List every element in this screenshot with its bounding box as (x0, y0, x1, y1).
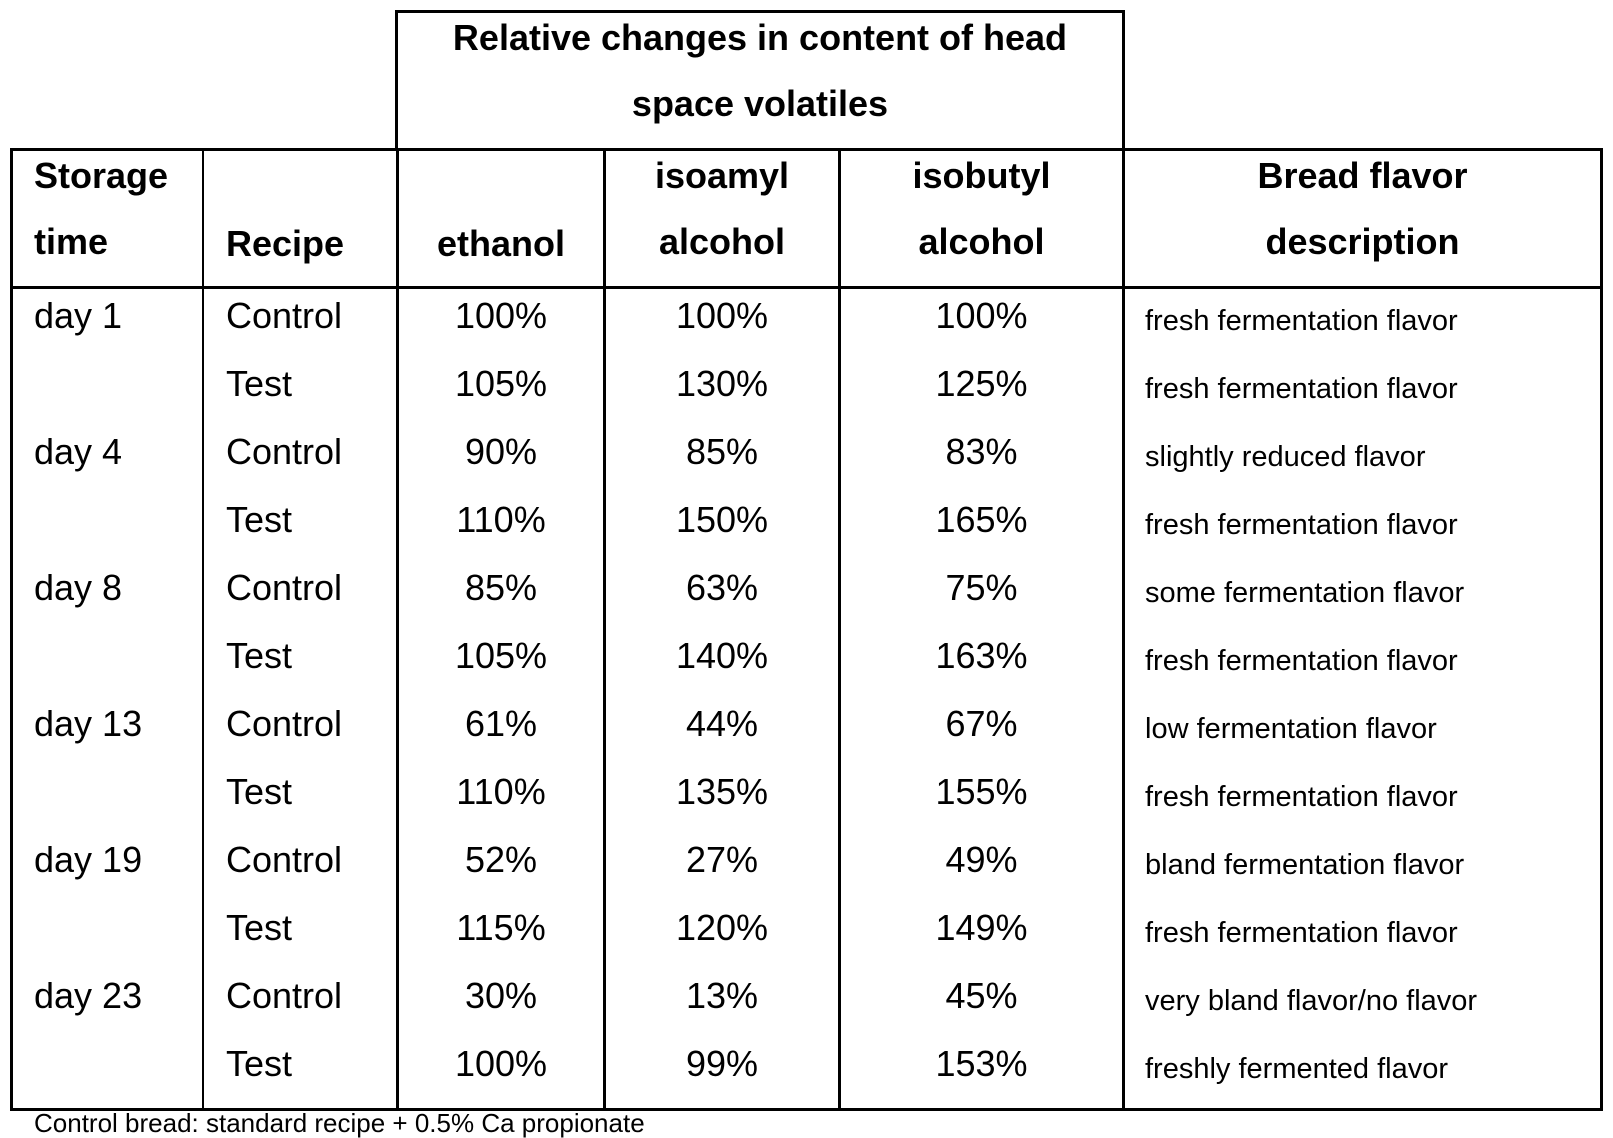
cell-isobutyl: 67% (945, 703, 1018, 744)
header-storage-time-line2: time (34, 221, 109, 262)
cell-storage-time: day 8 (34, 567, 123, 608)
header-isobutyl-line2: alcohol (918, 221, 1045, 262)
cell-isobutyl: 100% (935, 295, 1028, 336)
cell-recipe: Test (226, 771, 293, 812)
header-isobutyl-line1: isobutyl (912, 155, 1051, 196)
cell-isoamyl: 150% (675, 499, 769, 540)
cell-isobutyl: 149% (935, 907, 1028, 948)
cell-recipe: Test (226, 1043, 293, 1084)
cell-ethanol: 115% (456, 907, 546, 948)
cell-storage-time: day 13 (34, 703, 143, 744)
group-header-right-border (1122, 10, 1125, 150)
cell-recipe: Test (226, 635, 293, 676)
cell-isobutyl: 83% (945, 431, 1018, 472)
cell-recipe: Control (226, 295, 343, 336)
cell-isoamyl: 63% (685, 567, 759, 608)
header-flavor-line1: Bread flavor (1257, 155, 1468, 196)
table-left-border (10, 148, 13, 1111)
cell-isoamyl: 13% (685, 975, 759, 1016)
col-sep-1 (202, 148, 204, 1111)
cell-isoamyl: 99% (685, 1043, 759, 1084)
cell-recipe: Control (226, 431, 343, 472)
cell-ethanol: 61% (464, 703, 538, 744)
cell-flavor: fresh fermentation flavor (1145, 645, 1458, 677)
cell-flavor: freshly fermented flavor (1145, 1053, 1449, 1085)
group-header-top-border (395, 10, 1125, 13)
table-header-bottom-border (10, 286, 1603, 289)
cell-storage-time: day 23 (34, 975, 143, 1016)
cell-isobutyl: 163% (935, 635, 1028, 676)
cell-ethanol: 110% (456, 771, 546, 812)
cell-ethanol: 85% (464, 567, 538, 608)
group-header-line2: space volatiles (631, 83, 889, 124)
table-top-border (10, 148, 1603, 151)
cell-isobutyl: 155% (935, 771, 1028, 812)
cell-recipe: Test (226, 907, 293, 948)
cell-isobutyl: 49% (945, 839, 1018, 880)
cell-isobutyl: 45% (945, 975, 1018, 1016)
cell-flavor: bland fermentation flavor (1145, 849, 1465, 881)
cell-ethanol: 110% (456, 499, 546, 540)
cell-flavor: fresh fermentation flavor (1145, 509, 1458, 541)
cell-isoamyl: 140% (675, 635, 769, 676)
header-isoamyl-line2: alcohol (658, 221, 786, 262)
cell-isoamyl: 85% (685, 431, 759, 472)
col-sep-5 (1122, 148, 1125, 1111)
cell-flavor: fresh fermentation flavor (1145, 305, 1458, 337)
cell-isobutyl: 165% (935, 499, 1028, 540)
cell-flavor: fresh fermentation flavor (1145, 373, 1458, 405)
cell-flavor: some fermentation flavor (1145, 577, 1465, 609)
cell-ethanol: 100% (454, 295, 548, 336)
cell-isobutyl: 153% (935, 1043, 1028, 1084)
cell-ethanol: 52% (464, 839, 538, 880)
cell-ethanol: 30% (464, 975, 538, 1016)
cell-recipe: Control (226, 975, 343, 1016)
cell-isoamyl: 100% (675, 295, 769, 336)
cell-isoamyl: 120% (675, 907, 769, 948)
cell-recipe: Control (226, 567, 343, 608)
footnote: Control bread: standard recipe + 0.5% Ca… (34, 1108, 645, 1138)
header-ethanol: ethanol (436, 223, 565, 264)
cell-recipe: Test (226, 499, 293, 540)
cell-ethanol: 90% (464, 431, 538, 472)
col-sep-3 (603, 148, 606, 1111)
cell-recipe: Control (226, 703, 343, 744)
table-right-border (1600, 148, 1603, 1111)
group-header-left-border (395, 10, 398, 150)
cell-isobutyl: 75% (945, 567, 1018, 608)
cell-flavor: fresh fermentation flavor (1145, 917, 1458, 949)
cell-isoamyl: 27% (685, 839, 759, 880)
header-flavor-line2: description (1265, 221, 1460, 262)
header-isoamyl-line1: isoamyl (654, 155, 790, 196)
header-recipe: Recipe (226, 223, 345, 264)
col-sep-4 (838, 148, 841, 1111)
cell-flavor: fresh fermentation flavor (1145, 781, 1458, 813)
cell-storage-time: day 19 (34, 839, 143, 880)
cell-recipe: Control (226, 839, 343, 880)
cell-ethanol: 105% (454, 635, 548, 676)
cell-isoamyl: 130% (675, 363, 769, 404)
cell-flavor: low fermentation flavor (1145, 713, 1437, 745)
cell-flavor: slightly reduced flavor (1145, 441, 1426, 473)
cell-storage-time: day 1 (34, 295, 123, 336)
cell-isobutyl: 125% (935, 363, 1028, 404)
cell-ethanol: 100% (454, 1043, 548, 1084)
cell-ethanol: 105% (454, 363, 548, 404)
col-sep-2 (396, 148, 399, 1111)
header-storage-time-line1: Storage (34, 155, 169, 196)
cell-isoamyl: 135% (675, 771, 769, 812)
cell-recipe: Test (226, 363, 293, 404)
cell-flavor: very bland flavor/no flavor (1145, 985, 1478, 1017)
table-bottom-border (10, 1108, 1603, 1111)
group-header-line1: Relative changes in content of head (452, 17, 1068, 58)
cell-isoamyl: 44% (685, 703, 759, 744)
cell-storage-time: day 4 (34, 431, 123, 472)
